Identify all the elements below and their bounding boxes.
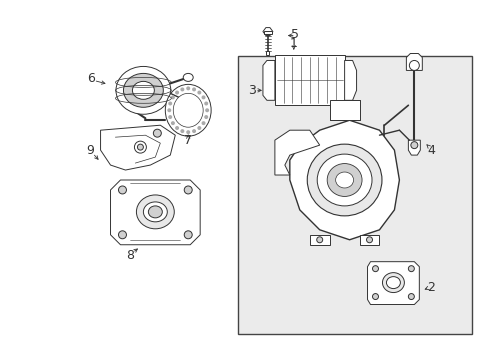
Circle shape <box>134 141 147 153</box>
Circle shape <box>408 293 415 300</box>
Circle shape <box>204 102 208 105</box>
Text: 9: 9 <box>87 144 95 157</box>
Bar <box>238 56 472 334</box>
Circle shape <box>411 141 418 149</box>
Bar <box>267 51 270 55</box>
Circle shape <box>192 87 196 91</box>
Circle shape <box>168 115 172 119</box>
Circle shape <box>197 91 201 95</box>
Circle shape <box>168 102 172 105</box>
Ellipse shape <box>336 172 354 188</box>
Ellipse shape <box>165 84 211 136</box>
Polygon shape <box>368 262 419 305</box>
Ellipse shape <box>327 163 362 197</box>
Circle shape <box>167 108 171 112</box>
Circle shape <box>372 266 378 272</box>
Ellipse shape <box>387 276 400 289</box>
Text: 3: 3 <box>248 84 256 97</box>
Polygon shape <box>310 235 330 245</box>
Circle shape <box>367 237 372 243</box>
Text: 2: 2 <box>427 281 435 294</box>
Ellipse shape <box>307 144 382 216</box>
Circle shape <box>186 130 190 134</box>
Ellipse shape <box>116 67 171 114</box>
Circle shape <box>372 293 378 300</box>
Text: 6: 6 <box>87 72 95 85</box>
Polygon shape <box>263 60 275 100</box>
Circle shape <box>408 266 415 272</box>
Ellipse shape <box>123 73 163 107</box>
Ellipse shape <box>136 195 174 229</box>
Circle shape <box>180 129 184 133</box>
Ellipse shape <box>148 206 162 218</box>
Text: 8: 8 <box>126 249 134 262</box>
Polygon shape <box>263 28 273 36</box>
Circle shape <box>119 231 126 239</box>
Text: 1: 1 <box>290 37 298 50</box>
Circle shape <box>137 144 144 150</box>
Circle shape <box>153 129 161 137</box>
Polygon shape <box>408 140 420 155</box>
Circle shape <box>201 95 205 99</box>
Bar <box>330 100 360 120</box>
Circle shape <box>175 91 179 95</box>
Ellipse shape <box>144 202 167 222</box>
Circle shape <box>175 126 179 130</box>
Polygon shape <box>100 125 175 170</box>
Circle shape <box>204 115 208 119</box>
Circle shape <box>171 95 175 99</box>
Circle shape <box>409 60 419 71</box>
Text: 7: 7 <box>184 134 192 147</box>
Circle shape <box>201 121 205 125</box>
Circle shape <box>317 237 323 243</box>
Circle shape <box>119 186 126 194</box>
Ellipse shape <box>383 273 404 293</box>
Polygon shape <box>360 235 379 245</box>
Polygon shape <box>290 120 399 240</box>
Circle shape <box>186 86 190 90</box>
Circle shape <box>184 231 192 239</box>
Bar <box>275 55 344 105</box>
Ellipse shape <box>183 73 193 81</box>
Polygon shape <box>406 54 422 71</box>
Circle shape <box>197 126 201 130</box>
Circle shape <box>205 108 209 112</box>
Ellipse shape <box>317 154 372 206</box>
Polygon shape <box>111 180 200 245</box>
Circle shape <box>184 186 192 194</box>
Bar <box>264 31 272 33</box>
Ellipse shape <box>173 93 203 127</box>
Text: 5: 5 <box>291 28 299 41</box>
Text: 4: 4 <box>427 144 435 157</box>
Circle shape <box>192 129 196 133</box>
Circle shape <box>180 87 184 91</box>
Polygon shape <box>275 130 319 175</box>
Polygon shape <box>344 60 357 100</box>
Circle shape <box>171 121 175 125</box>
Ellipse shape <box>132 81 154 99</box>
